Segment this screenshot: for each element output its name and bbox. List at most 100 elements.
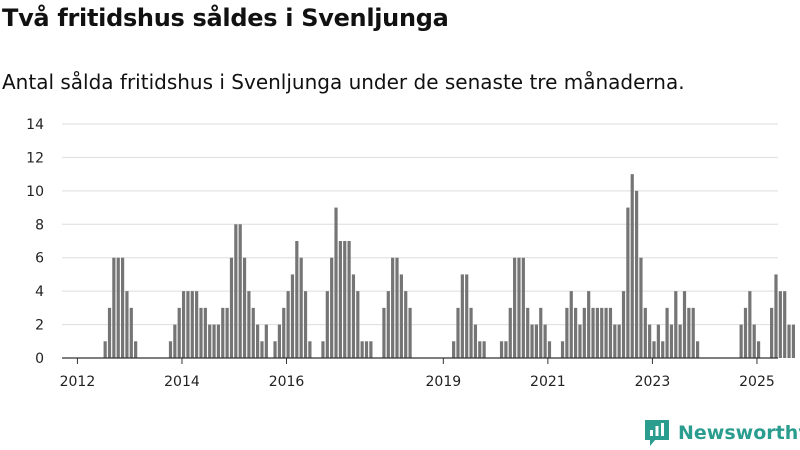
bar — [120, 257, 125, 358]
bar — [404, 291, 408, 358]
bar — [325, 291, 329, 358]
bar — [630, 174, 634, 358]
bar — [534, 324, 539, 358]
x-tick-label: 2012 — [60, 374, 96, 390]
bar — [508, 307, 512, 358]
x-tick-label: 2023 — [635, 374, 671, 390]
bar — [195, 291, 199, 358]
x-tick-label: 2021 — [530, 374, 566, 390]
bar — [565, 307, 569, 358]
bar — [678, 324, 682, 358]
bar — [203, 307, 207, 358]
bar — [247, 291, 251, 358]
bar — [682, 291, 687, 358]
bar — [499, 341, 504, 358]
bar — [513, 257, 517, 358]
bar — [343, 241, 347, 358]
bar — [770, 307, 774, 358]
y-tick-label: 10 — [26, 184, 44, 200]
bar — [286, 291, 290, 358]
bar — [303, 291, 308, 358]
bar — [251, 307, 255, 358]
bar — [129, 307, 133, 358]
bar — [338, 241, 342, 358]
bar — [787, 324, 791, 358]
y-tick-label: 12 — [26, 150, 44, 166]
bar — [242, 257, 247, 358]
bar — [369, 341, 373, 358]
newsworthy-logo-text: Newsworthy — [678, 422, 800, 444]
bar — [669, 324, 674, 358]
bar — [569, 291, 573, 358]
bar — [691, 307, 695, 358]
bar — [208, 324, 212, 358]
bar — [360, 341, 364, 358]
bar — [617, 324, 621, 358]
bar — [273, 341, 277, 358]
bar — [382, 307, 386, 358]
bar — [595, 307, 599, 358]
bar — [687, 307, 691, 358]
bar — [621, 291, 626, 358]
bar — [212, 324, 216, 358]
chart-title: Två fritidshus såldes i Svenljunga — [2, 4, 449, 32]
bar — [543, 324, 547, 358]
bar — [290, 274, 295, 358]
bar — [478, 341, 482, 358]
bar — [347, 241, 351, 358]
bar — [221, 307, 225, 358]
bar — [560, 341, 565, 358]
bar — [634, 190, 639, 358]
bar — [264, 324, 268, 358]
bar — [661, 341, 665, 358]
bar — [395, 257, 399, 358]
bar — [308, 341, 312, 358]
bar-chart: 0246810121420122014201620192021202320252 — [26, 117, 796, 390]
bar — [116, 257, 120, 358]
y-tick-label: 2 — [35, 318, 44, 334]
bar — [574, 307, 578, 358]
bar — [469, 307, 473, 358]
bar — [526, 307, 530, 358]
bar — [695, 341, 700, 358]
bar — [351, 274, 356, 358]
bar — [168, 341, 173, 358]
bar — [260, 341, 264, 358]
bar — [321, 341, 325, 358]
bar — [125, 291, 129, 358]
bar — [199, 307, 203, 358]
bar — [234, 224, 238, 358]
bar — [521, 257, 525, 358]
bar — [186, 291, 190, 358]
bar — [482, 341, 486, 358]
bar — [517, 257, 521, 358]
bar — [604, 307, 608, 358]
newsworthy-logo-icon — [645, 420, 669, 446]
bar — [674, 291, 678, 358]
bar — [181, 291, 186, 358]
x-tick-label: 2016 — [269, 374, 305, 390]
x-tick-label: 2014 — [164, 374, 200, 390]
bar — [177, 307, 181, 358]
y-tick-label: 0 — [35, 351, 44, 367]
bar — [600, 307, 604, 358]
bar — [582, 307, 586, 358]
bar — [173, 324, 177, 358]
chart-subtitle: Antal sålda fritidshus i Svenljunga unde… — [2, 70, 685, 94]
bar — [190, 291, 194, 358]
bar — [399, 274, 403, 358]
bar — [229, 257, 234, 358]
bar — [107, 307, 112, 358]
bar — [330, 257, 334, 358]
newsworthy-logo: Newsworthy — [645, 420, 800, 446]
x-tick-label: 2025 — [739, 374, 775, 390]
bar — [216, 324, 221, 358]
y-tick-label: 8 — [35, 217, 44, 233]
y-tick-label: 6 — [35, 251, 44, 267]
bar — [752, 324, 756, 358]
bar — [473, 324, 478, 358]
bar — [539, 307, 543, 358]
bar — [665, 307, 669, 358]
bar — [112, 257, 116, 358]
bar — [626, 207, 630, 358]
